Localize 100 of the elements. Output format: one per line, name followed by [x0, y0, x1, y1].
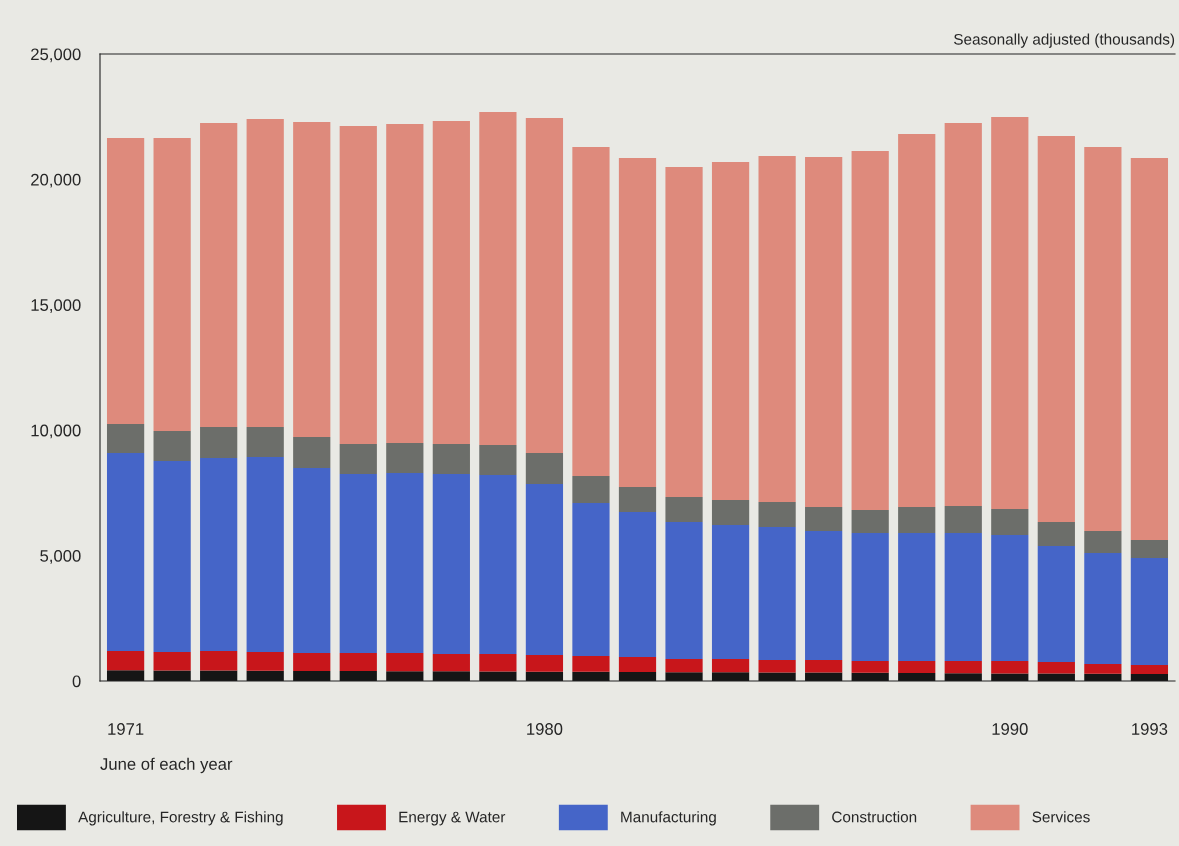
bar: [479, 111, 517, 445]
bar: [1130, 664, 1169, 674]
legend-label: Services: [1032, 811, 1090, 823]
bar: [479, 445, 517, 476]
legend-label: Manufacturing: [621, 811, 716, 826]
bar: [293, 121, 331, 437]
bar: [1037, 673, 1075, 681]
bar: [665, 658, 703, 673]
bar: [386, 671, 424, 681]
text: Seasonally adjusted (thousands): [954, 33, 1175, 48]
x-tick-label: 1993: [1132, 723, 1168, 735]
bar: [1084, 147, 1122, 532]
bar: [386, 652, 424, 672]
bar: [991, 535, 1029, 661]
bar: [106, 650, 145, 671]
bar: [106, 138, 145, 424]
bar: [665, 496, 703, 522]
bar: [898, 660, 936, 673]
bar: [991, 508, 1029, 536]
bar: [1130, 158, 1169, 541]
bar: [200, 670, 238, 681]
bar: [944, 660, 982, 674]
bar: [200, 458, 238, 651]
bar: [711, 162, 750, 500]
bar: [432, 443, 470, 475]
bar: [991, 673, 1029, 681]
bar: [525, 453, 564, 485]
bar: [851, 660, 889, 673]
x-tick-label: 1980: [527, 723, 563, 735]
bar: [432, 120, 470, 444]
bar: [805, 659, 843, 673]
bar: [293, 436, 331, 469]
bar: [479, 475, 517, 654]
bar: [944, 505, 982, 534]
bar: [153, 651, 191, 671]
bar: [1084, 663, 1122, 674]
x-tick-label: 1990: [992, 723, 1028, 735]
bar: [572, 476, 610, 503]
bar: [339, 443, 377, 475]
bar: [479, 671, 517, 681]
bar: [665, 521, 703, 659]
bar: [758, 659, 796, 673]
bar: [153, 138, 191, 431]
y-tick-label: 5,000: [40, 550, 81, 564]
bar: [200, 122, 238, 427]
bar: [1037, 136, 1075, 522]
bar: [432, 671, 470, 681]
bar: [432, 653, 470, 672]
bar: [618, 656, 657, 672]
bar: [339, 474, 377, 653]
bar: [386, 123, 424, 443]
bar: [711, 525, 750, 659]
bar: [898, 134, 936, 507]
bar: [1037, 661, 1075, 674]
bar: [339, 125, 377, 444]
bar: [572, 502, 610, 656]
y-tick-label: 10,000: [31, 424, 81, 439]
bar: [898, 533, 936, 661]
bar: [711, 672, 750, 681]
legend-label: Agriculture, Forestry & Fishing: [78, 811, 283, 826]
bar: [293, 652, 331, 671]
bar: [805, 672, 843, 681]
bar: [758, 156, 796, 502]
y-tick-label: 0: [72, 675, 81, 688]
bar: [525, 484, 564, 655]
bar: [665, 167, 703, 497]
bar: [1084, 531, 1122, 554]
bar: [153, 430, 191, 462]
y-tick-label: 20,000: [31, 173, 81, 188]
bar: [758, 527, 796, 660]
bar: [153, 461, 191, 652]
bar: [805, 531, 843, 660]
bar: [618, 158, 657, 487]
bar: [479, 653, 517, 672]
bar: [618, 486, 657, 512]
bar: [1037, 521, 1075, 547]
bar: [153, 670, 191, 681]
bar: [851, 509, 889, 534]
bar: [106, 453, 145, 651]
bar: [991, 116, 1029, 509]
bar: [944, 673, 982, 681]
bar: [386, 442, 424, 474]
legend-label: Construction: [832, 811, 917, 823]
bar: [944, 533, 982, 661]
y-tick-label: 25,000: [31, 48, 81, 63]
bar: [246, 457, 284, 652]
bar: [1130, 540, 1169, 559]
bar: [805, 506, 843, 532]
bar: [200, 650, 238, 671]
bar: [618, 511, 657, 657]
bar: [386, 473, 424, 653]
x-axis-title: June of each year: [100, 757, 233, 774]
bar: [525, 117, 564, 454]
bar: [293, 468, 331, 653]
bar: [711, 499, 750, 525]
bar: [572, 655, 610, 672]
bar: [246, 651, 284, 671]
x-tick-label: 1971: [108, 723, 144, 735]
y-tick-label: 15,000: [31, 299, 81, 313]
bar: [991, 660, 1029, 674]
